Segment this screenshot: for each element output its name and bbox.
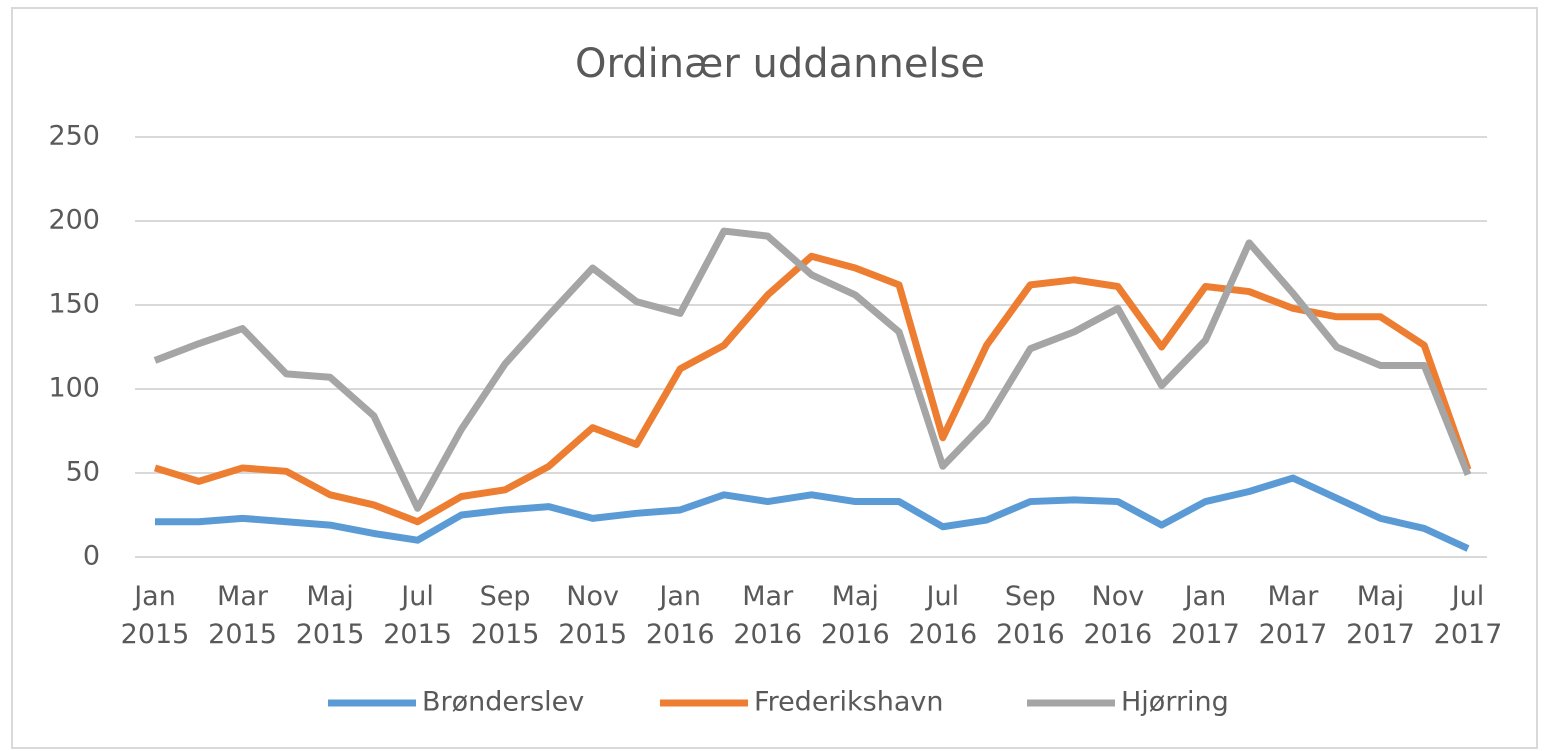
y-tick-label: 200 [48, 205, 100, 236]
y-tick-label: 0 [83, 541, 100, 572]
x-tick-label: Jul 2016 [908, 581, 978, 650]
y-tick-label: 150 [48, 289, 100, 320]
x-tick-label: Sep 2015 [470, 581, 540, 650]
x-tick-label: Maj 2017 [1346, 581, 1415, 650]
y-tick-label: 100 [48, 373, 100, 404]
x-tick-label: Jan 2017 [1171, 581, 1240, 650]
x-tick-label: Sep 2016 [995, 581, 1065, 650]
y-tick-label: 250 [48, 121, 100, 152]
legend-label: Hjørring [1121, 687, 1229, 718]
x-tick-label: Nov 2016 [1083, 581, 1153, 650]
x-tick-label: Jul 2015 [383, 581, 452, 650]
x-tick-label: Jan 2016 [645, 581, 715, 650]
y-tick-label: 50 [66, 457, 100, 488]
chart-border [11, 7, 1538, 749]
line-series [153, 227, 1472, 512]
legend-label: Frederikshavn [754, 687, 944, 718]
x-tick-label: Maj 2015 [295, 581, 365, 650]
legend-label: Brønderslev [422, 687, 584, 718]
x-tick-label: Jan 2015 [120, 581, 190, 650]
x-tick-label: Jul 2017 [1433, 581, 1503, 650]
line-series [155, 474, 1470, 552]
x-tick-label: Maj 2016 [820, 581, 890, 650]
x-tick-label: Mar 2017 [1258, 581, 1328, 650]
line-series [153, 252, 1472, 526]
x-tick-label: Mar 2015 [208, 581, 277, 650]
chart-title: Ordinær uddannelse [575, 41, 985, 87]
x-tick-label: Mar 2016 [733, 581, 803, 650]
x-tick-label: Nov 2015 [558, 581, 628, 650]
